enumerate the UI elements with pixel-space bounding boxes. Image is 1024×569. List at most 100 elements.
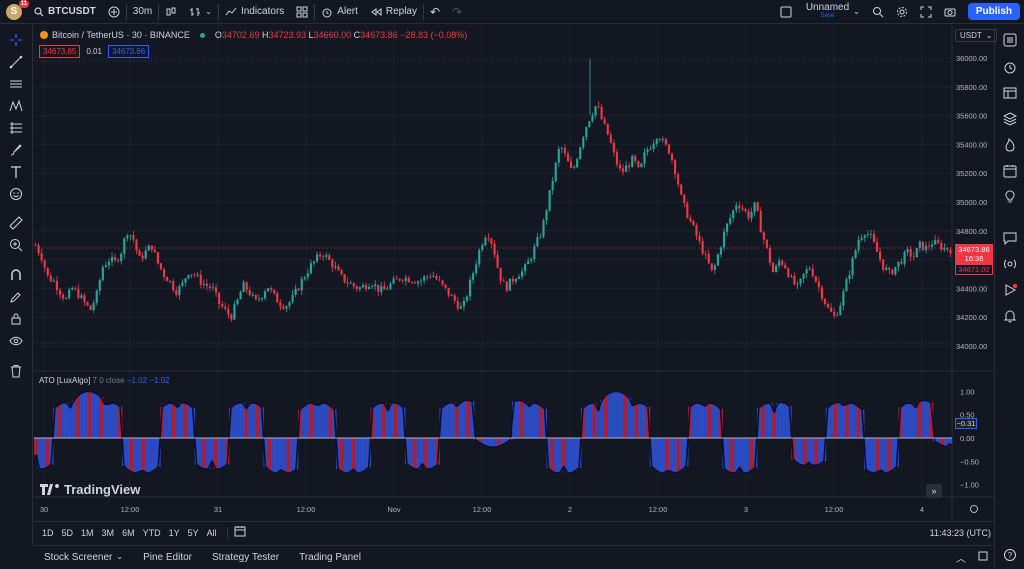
hide-drawings-tool[interactable]	[8, 333, 24, 349]
currency-selector[interactable]: USDT ⌄	[955, 29, 998, 42]
timeframe-1m[interactable]: 1M	[81, 527, 94, 538]
layout-select[interactable]: Unnamed Save ⌄	[774, 0, 866, 24]
candle-body	[805, 269, 808, 274]
timeframe-ytd[interactable]: YTD	[142, 527, 161, 538]
scroll-to-realtime-button[interactable]: »	[926, 484, 942, 498]
templates-button[interactable]	[290, 0, 314, 24]
oscillator-bar	[76, 395, 81, 438]
oscillator-bar	[779, 402, 785, 438]
chart-area[interactable]: 36000.00 35800.00 35600.00 35400.00 35200.00…	[34, 25, 994, 520]
object-tree-button[interactable]	[1002, 111, 1018, 127]
crosshair-tool[interactable]	[8, 32, 24, 48]
magnet-tool[interactable]	[8, 267, 24, 283]
calendar-button[interactable]	[1002, 163, 1018, 179]
candle-body	[640, 163, 643, 168]
oscillator-axis[interactable]: 1.00 0.50 0.00 −0.50 −1.00	[960, 387, 979, 489]
fib-tool[interactable]	[8, 120, 24, 136]
camera-icon	[944, 8, 956, 16]
symbol-search[interactable]: BTCUSDT	[28, 0, 102, 24]
candle-body	[915, 248, 918, 258]
candle-body	[909, 249, 912, 257]
emoji-tool[interactable]	[8, 186, 24, 202]
snapshot-button[interactable]	[938, 0, 962, 24]
candle-body	[625, 165, 628, 172]
sell-price[interactable]: 34673.85	[39, 45, 81, 58]
help-button[interactable]: ?	[1002, 547, 1018, 563]
playback-button[interactable]	[1002, 282, 1018, 298]
hotlists-button[interactable]	[1002, 137, 1018, 153]
candle-body	[836, 314, 839, 316]
collapse-panel-button[interactable]: ︿	[950, 550, 972, 565]
stay-in-drawing-tool[interactable]	[8, 289, 24, 305]
ideas-button[interactable]	[1002, 189, 1018, 205]
timeframe-5y[interactable]: 5Y	[187, 527, 199, 538]
goto-date-button[interactable]	[234, 525, 246, 540]
candle-body	[68, 289, 71, 299]
fullscreen-button[interactable]	[914, 0, 938, 24]
candle-body	[282, 306, 285, 309]
interval-button[interactable]: 30m	[132, 6, 153, 17]
chats-button[interactable]	[1002, 230, 1018, 246]
oscillator-bar	[496, 438, 502, 447]
tab-pine-editor[interactable]: Pine Editor	[143, 552, 192, 563]
price-chart[interactable]: 36000.00 35800.00 35600.00 35400.00 35200.00…	[34, 25, 994, 520]
legend-title[interactable]: Bitcoin / TetherUS · 30 · BINANCE	[52, 30, 190, 40]
buy-price[interactable]: 34673.86	[107, 45, 150, 58]
oscillator-bar	[263, 438, 268, 467]
axis-settings-icon[interactable]	[970, 505, 978, 513]
timeframe-all[interactable]: All	[206, 527, 217, 538]
alerts-panel-button[interactable]	[1002, 59, 1018, 75]
chart-type-button[interactable]	[159, 0, 183, 24]
timeframe-3m[interactable]: 3M	[101, 527, 115, 538]
publish-button[interactable]: Publish	[967, 3, 1020, 20]
timeframe-1d[interactable]: 1D	[42, 527, 54, 538]
candle-body	[214, 287, 218, 293]
horizontal-lines-tool[interactable]	[8, 76, 24, 92]
pattern-tool[interactable]	[8, 98, 24, 114]
candle-body	[490, 238, 493, 244]
text-icon	[11, 166, 21, 178]
time-axis[interactable]: 30 12:00 31 12:00 Nov 12:00 2 12:00 3 12:00 4	[34, 496, 994, 514]
measure-tool[interactable]	[8, 215, 24, 231]
indicators-button[interactable]: Indicators	[219, 0, 290, 24]
oscillator-bar	[466, 400, 471, 438]
quick-search-button[interactable]	[866, 0, 890, 24]
timeframe-1y[interactable]: 1Y	[168, 527, 180, 538]
streams-button[interactable]	[1002, 256, 1018, 272]
brush-tool[interactable]	[8, 142, 24, 158]
timeframe-5d[interactable]: 5D	[61, 527, 74, 538]
clock-timezone[interactable]: 11:43:23 (UTC)	[929, 527, 991, 538]
user-avatar[interactable]: S 11	[6, 0, 29, 20]
compare-button[interactable]	[102, 0, 126, 24]
lock-drawings-tool[interactable]	[8, 311, 24, 327]
candle-body	[499, 267, 502, 281]
candle-body	[383, 286, 386, 290]
notifications-button[interactable]	[1002, 308, 1018, 324]
remove-drawings-tool[interactable]	[8, 363, 24, 379]
oscillator-bar	[936, 438, 941, 444]
watchlist-button[interactable]	[1002, 32, 1018, 48]
ato-legend[interactable]: ATO [LuxAlgo] 7 0 close −1.02 −1.02	[39, 376, 170, 385]
tab-trading-panel[interactable]: Trading Panel	[299, 552, 361, 563]
replay-button[interactable]: Replay	[364, 0, 423, 24]
chart-type-dropdown[interactable]: ⌄	[183, 0, 218, 24]
maximize-panel-button[interactable]	[972, 551, 994, 564]
settings-button[interactable]	[890, 0, 914, 24]
undo-button[interactable]: ↶	[424, 0, 446, 24]
candle-body	[416, 281, 420, 284]
zoom-tool[interactable]	[8, 237, 24, 253]
tab-stock-screener[interactable]: Stock Screener ⌄	[44, 552, 124, 563]
candle-body	[875, 241, 879, 252]
oscillator-bar	[672, 438, 677, 474]
redo-button[interactable]: ↷	[446, 0, 468, 24]
candle-body	[787, 268, 790, 277]
candle-body	[924, 245, 928, 251]
trendline-tool[interactable]	[8, 54, 24, 70]
timeframe-6m[interactable]: 6M	[122, 527, 135, 538]
alert-button[interactable]: Alert	[315, 0, 364, 24]
text-tool[interactable]	[8, 164, 24, 180]
tab-strategy-tester[interactable]: Strategy Tester	[212, 552, 280, 563]
candle-body	[643, 152, 646, 164]
data-window-button[interactable]	[1002, 85, 1018, 101]
candle-body	[563, 148, 566, 154]
